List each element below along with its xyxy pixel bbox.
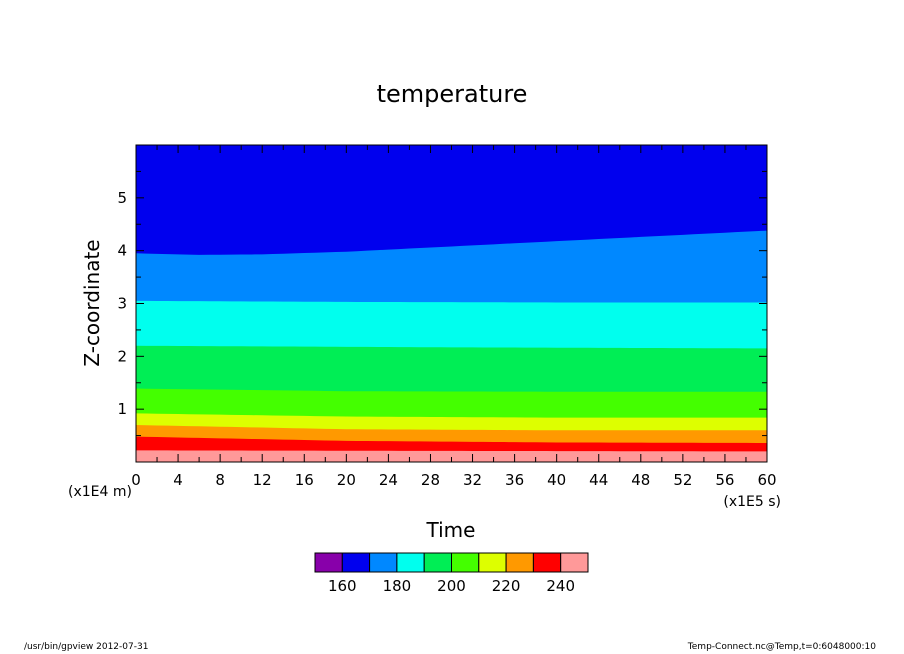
x-tick-label: 8 <box>215 471 225 489</box>
y-tick-label: 3 <box>117 295 127 313</box>
y-tick-label: 4 <box>117 242 127 260</box>
colorbar-cell <box>396 552 425 573</box>
x-tick-label: 44 <box>589 471 608 489</box>
x-tick-label: 32 <box>463 471 482 489</box>
colorbar-tick-label: 200 <box>437 577 466 595</box>
x-tick-label: 28 <box>421 471 440 489</box>
x-tick-label: 60 <box>757 471 776 489</box>
y-tick-label: 2 <box>117 347 127 365</box>
y-tick-labels: 1 2 3 4 5 <box>117 189 127 418</box>
x-tick-label: 20 <box>337 471 356 489</box>
x-tick-label: 4 <box>173 471 183 489</box>
y-tick-label: 5 <box>117 189 127 207</box>
colorbar-cell <box>478 552 507 573</box>
colorbar-cell <box>369 552 398 573</box>
x-tick-labels: 0 4 8 12 16 20 24 28 32 36 40 44 48 52 56 60 <box>131 471 776 489</box>
colorbar-cell <box>451 552 480 573</box>
colorbar-cell <box>341 552 371 573</box>
colorbar-cell <box>505 552 534 573</box>
contour-fill <box>136 145 767 462</box>
x-tick-label: 0 <box>131 471 141 489</box>
axis-ticks <box>135 145 768 462</box>
x-tick-label: 12 <box>253 471 272 489</box>
colorbar-tick-label: 220 <box>492 577 521 595</box>
x-tick-label: 36 <box>505 471 524 489</box>
x-tick-label: 52 <box>673 471 692 489</box>
colorbar <box>314 552 589 573</box>
colorbar-tick-label: 160 <box>328 577 357 595</box>
x-axis-label: Time <box>426 518 476 542</box>
x-unit-label: (x1E5 s) <box>723 494 781 510</box>
colorbar-tick-label: 240 <box>546 577 575 595</box>
x-tick-label: 16 <box>295 471 314 489</box>
x-tick-label: 48 <box>631 471 650 489</box>
colorbar-cell <box>423 552 453 573</box>
contour-band <box>136 450 767 462</box>
y-tick-label: 1 <box>117 400 127 418</box>
x-tick-label: 56 <box>715 471 734 489</box>
footer-left: /usr/bin/gpview 2012-07-31 <box>24 642 149 652</box>
footer-right: Temp-Connect.nc@Temp,t=0:6048000:10 <box>687 642 876 652</box>
x-tick-label: 24 <box>379 471 398 489</box>
chart-title: temperature <box>377 80 528 108</box>
colorbar-labels: 160 180 200 220 240 <box>328 577 575 595</box>
colorbar-tick-label: 180 <box>383 577 412 595</box>
y-unit-label: (x1E4 m) <box>68 484 132 500</box>
x-tick-label: 40 <box>547 471 566 489</box>
plot-frame <box>135 144 768 463</box>
colorbar-cell <box>532 552 562 573</box>
y-axis-label: Z-coordinate <box>80 239 104 366</box>
colorbar-cell <box>314 552 343 573</box>
colorbar-cell <box>560 552 589 573</box>
